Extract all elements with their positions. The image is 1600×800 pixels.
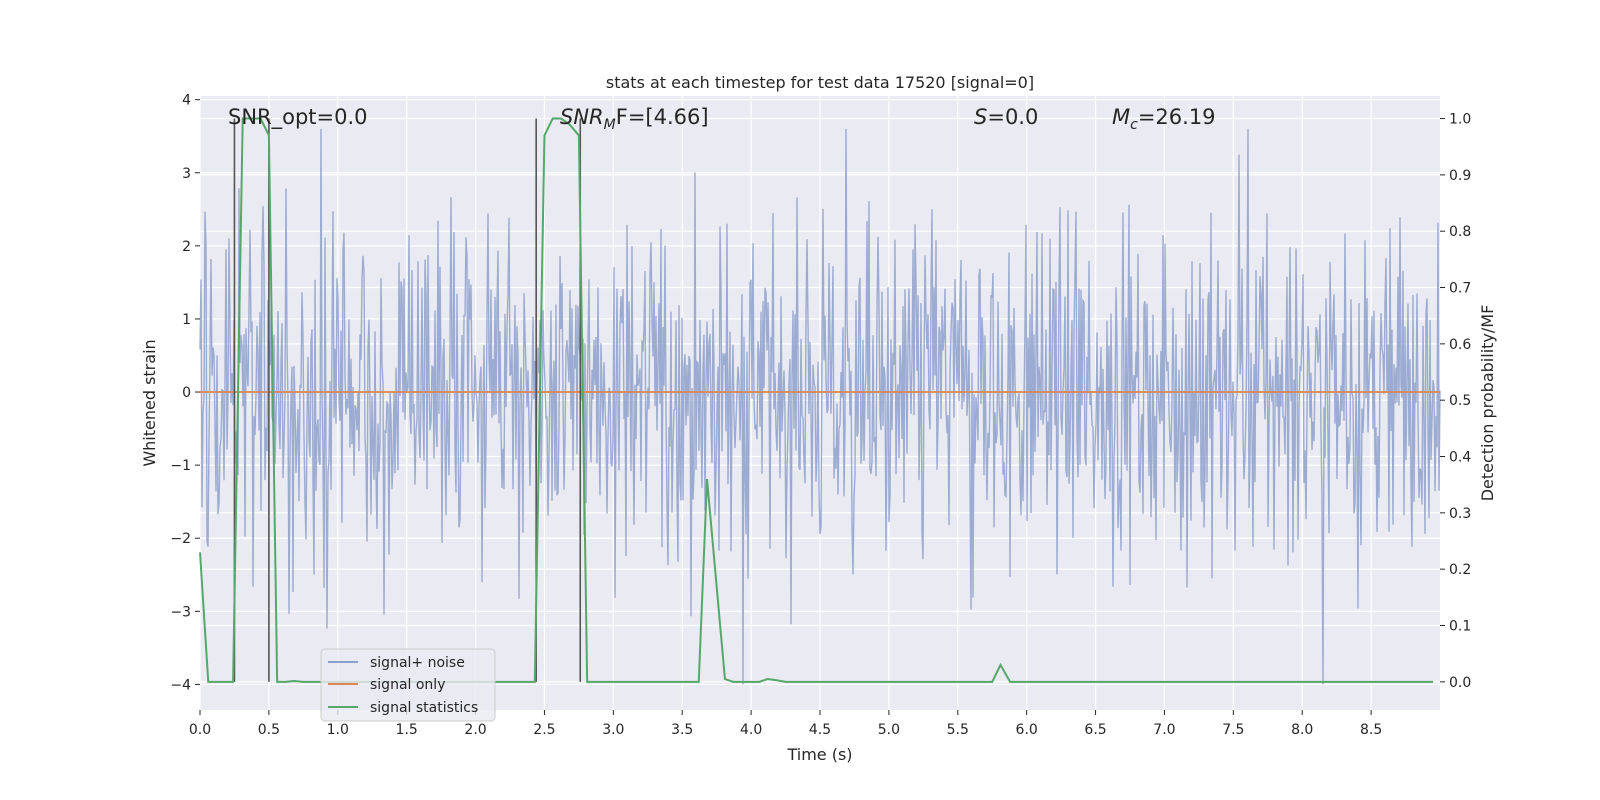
x-tick-label-0: 0.0 (189, 722, 211, 738)
x-tick-label-5: 2.5 (533, 722, 555, 738)
x-tick-label-9: 4.5 (809, 722, 831, 738)
annotation-mc-sub: c (1130, 117, 1138, 133)
x-tick-label-8: 4.0 (740, 722, 762, 738)
legend-label-signal-statistics: signal statistics (370, 700, 478, 716)
y-tick-label-5: −1 (170, 458, 191, 474)
y-tick-label-right-5: 0.5 (1449, 393, 1471, 409)
annotation-snr-opt: SNR_opt=0.0 (228, 105, 368, 130)
y-tick-label-right-8: 0.2 (1449, 562, 1471, 578)
y-tick-label-3: 1 (182, 312, 191, 328)
y-tick-label-right-7: 0.3 (1449, 506, 1471, 522)
y-tick-label-6: −2 (170, 531, 191, 547)
annotation-mc-rest: =26.19 (1138, 105, 1216, 129)
y-tick-label-right-2: 0.8 (1449, 224, 1471, 240)
x-tick-label-4: 2.0 (464, 722, 486, 738)
y-axis-label: Whitened strain (140, 339, 159, 466)
y-tick-label-right-9: 0.1 (1449, 619, 1471, 635)
x-tick-label-6: 3.0 (602, 722, 624, 738)
x-axis-ticks: 0.0 0.5 1.0 1.5 2.0 2.5 3.0 3.5 4.0 4.5 5.0 5.5 6.0 6… (189, 710, 1382, 738)
x-tick-label-2: 1.0 (327, 722, 349, 738)
x-axis-label: Time (s) (786, 745, 852, 764)
annotation-snr-mf-main: SNR (560, 105, 604, 129)
annotation-mc-main: M (1112, 105, 1130, 129)
y-tick-label-right-10: 0.0 (1449, 675, 1471, 691)
legend-label-signal-only: signal only (370, 677, 445, 693)
legend-box (320, 648, 496, 722)
chart-title: stats at each timestep for test data 175… (606, 73, 1034, 92)
y-tick-label-4: 0 (182, 385, 191, 401)
x-tick-label-10: 5.0 (878, 722, 900, 738)
y-tick-label-8: −4 (170, 677, 191, 693)
y-axis-ticks-right: 1.0 0.9 0.8 0.7 0.6 0.5 0.4 0.3 0.2 0.1 0.0 (1440, 112, 1471, 691)
y-tick-label-right-0: 1.0 (1449, 112, 1471, 128)
y-tick-label-right-6: 0.4 (1449, 450, 1471, 466)
x-tick-label-13: 6.5 (1084, 722, 1106, 738)
x-tick-label-7: 3.5 (671, 722, 693, 738)
y-tick-label-2: 2 (182, 239, 191, 255)
annotation-s-main: S (974, 105, 987, 129)
series-signal-statistics (199, 117, 1434, 683)
y-axis-label-right: Detection probability/MF (1478, 305, 1497, 502)
y-tick-label-right-4: 0.6 (1449, 337, 1471, 353)
x-tick-label-11: 5.5 (947, 722, 969, 738)
legend-label-signal-noise: signal+ noise (370, 655, 465, 671)
annotation-snr-mf-rest: F=[4.66] (616, 105, 709, 129)
x-tick-label-17: 8.5 (1360, 722, 1382, 738)
y-tick-label-7: −3 (170, 604, 191, 620)
y-axis-ticks-left: 4 3 2 1 0 −1 −2 −3 −4 (170, 93, 200, 693)
annotation-s-rest: =0.0 (987, 105, 1038, 129)
x-tick-label-14: 7.0 (1153, 722, 1175, 738)
y-tick-label-right-1: 0.9 (1449, 168, 1471, 184)
annotation-snr-mf: SNRMF=[4.66] (560, 105, 709, 133)
x-tick-label-3: 1.5 (396, 722, 418, 738)
annotation-mc: Mc=26.19 (1112, 105, 1216, 133)
y-tick-label-right-3: 0.7 (1449, 281, 1471, 297)
y-tick-label-1: 3 (182, 166, 191, 182)
x-tick-label-15: 7.5 (1222, 722, 1244, 738)
annotation-snr-mf-sub: M (604, 117, 616, 133)
x-tick-label-1: 0.5 (258, 722, 280, 738)
legend: signal+ noise signal only signal statist… (320, 648, 496, 722)
x-tick-label-12: 6.0 (1016, 722, 1038, 738)
y-tick-label-0: 4 (182, 93, 191, 109)
annotation-s: S=0.0 (974, 105, 1038, 129)
x-tick-label-16: 8.0 (1291, 722, 1313, 738)
signal-statistics-line (199, 117, 1434, 683)
